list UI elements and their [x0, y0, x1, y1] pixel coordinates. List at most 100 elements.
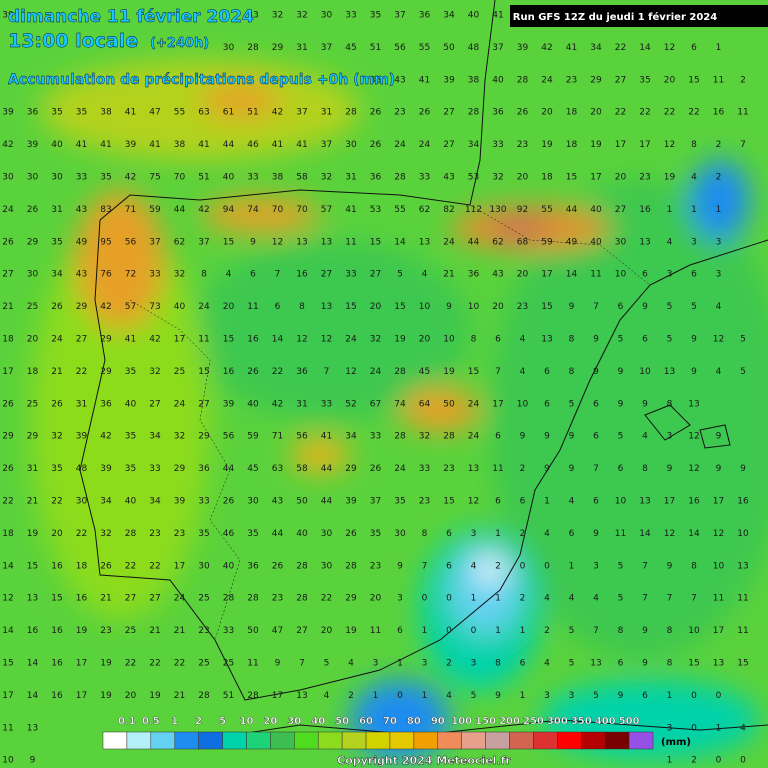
grid-value: 21 [149, 626, 160, 636]
grid-value: 58 [296, 464, 308, 474]
grid-value: 13 [419, 237, 430, 247]
grid-value: 13 [713, 659, 724, 669]
grid-value: 33 [419, 464, 430, 474]
grid-value: 3 [569, 691, 575, 701]
legend-swatch [222, 731, 247, 750]
grid-value: 8 [569, 335, 575, 345]
grid-value: 22 [125, 659, 136, 669]
grid-value: 71 [125, 205, 136, 215]
grid-value: 17 [76, 691, 87, 701]
grid-value: 12 [688, 432, 699, 442]
grid-value: 20 [492, 302, 504, 312]
grid-value: 22 [149, 659, 160, 669]
grid-value: 8 [691, 140, 697, 150]
grid-value: 47 [272, 626, 283, 636]
grid-value: 8 [667, 659, 673, 669]
grid-value: 39 [174, 497, 186, 507]
grid-value: 35 [51, 464, 62, 474]
grid-value: 2 [716, 140, 722, 150]
grid-value: 29 [27, 432, 39, 442]
legend-label: 90 [431, 716, 445, 727]
grid-value: 23 [174, 529, 185, 539]
grid-value: 19 [100, 659, 112, 669]
legend-swatch [174, 731, 199, 750]
grid-value: 26 [223, 497, 235, 507]
grid-value: 15 [394, 302, 405, 312]
grid-value: 19 [664, 173, 676, 183]
grid-value: 52 [345, 399, 356, 409]
grid-value: 25 [27, 399, 38, 409]
grid-value: 23 [370, 561, 381, 571]
grid-value: 31 [296, 399, 307, 409]
grid-value: 42 [272, 399, 283, 409]
grid-value: 1 [495, 626, 501, 636]
grid-value: 35 [125, 464, 136, 474]
grid-value: 15 [345, 302, 356, 312]
grid-value: 15 [223, 335, 234, 345]
grid-value: 6 [642, 335, 648, 345]
grid-value: 22 [272, 367, 283, 377]
grid-value: 15 [541, 302, 552, 312]
legend-swatch [294, 731, 319, 750]
grid-value: 30 [345, 140, 357, 150]
grid-value: 7 [691, 594, 697, 604]
grid-value: 13 [27, 594, 38, 604]
legend-label: 30 [287, 716, 301, 727]
grid-value: 5 [471, 691, 477, 701]
grid-value: 5 [324, 659, 330, 669]
grid-value: 33 [223, 626, 234, 636]
grid-value: 7 [422, 561, 428, 571]
run-box [510, 5, 768, 27]
grid-value: 42 [541, 43, 552, 53]
grid-value: 10 [419, 302, 431, 312]
grid-value: 29 [345, 464, 357, 474]
grid-value: 32 [419, 432, 430, 442]
legend-swatch [533, 731, 558, 750]
legend-label: 150 [475, 716, 496, 727]
grid-value: 55 [419, 43, 430, 53]
grid-value: 35 [125, 432, 136, 442]
grid-value: 22 [174, 659, 185, 669]
grid-value: 30 [394, 529, 406, 539]
grid-value: 0 [716, 756, 722, 766]
grid-value: 43 [394, 75, 405, 85]
grid-value: 0 [691, 691, 697, 701]
grid-value: 2 [716, 173, 722, 183]
grid-value: 43 [76, 205, 87, 215]
grid-value: 4 [593, 594, 599, 604]
grid-value: 35 [51, 237, 62, 247]
run: Run GFS 12Z du jeudi 1 février 2024 [513, 11, 717, 23]
grid-value: 26 [272, 561, 284, 571]
grid-value: 15 [2, 659, 13, 669]
grid-value: 24 [2, 205, 14, 215]
grid-value: 27 [2, 270, 13, 280]
legend-swatch [604, 731, 630, 750]
grid-value: 30 [51, 173, 63, 183]
grid-value: 56 [394, 43, 406, 53]
grid-value: 27 [149, 399, 160, 409]
time: 13:00 locale [8, 30, 138, 52]
grid-value: 26 [51, 399, 63, 409]
grid-value: 8 [691, 561, 697, 571]
grid-value: 31 [321, 108, 332, 118]
grid-value: 25 [27, 302, 38, 312]
grid-value: 39 [345, 497, 357, 507]
grid-value: 25 [198, 659, 209, 669]
grid-value: 29 [2, 432, 14, 442]
grid-value: 9 [642, 659, 648, 669]
grid-value: 4 [691, 173, 697, 183]
grid-value: 28 [345, 108, 357, 118]
grid-value: 9 [397, 561, 403, 571]
grid-value: 31 [345, 173, 356, 183]
grid-value: 62 [419, 205, 430, 215]
grid-value: 41 [198, 140, 209, 150]
grid-value: 61 [223, 108, 234, 118]
grid-value: 51 [370, 43, 381, 53]
grid-value: 0 [520, 561, 526, 571]
grid-value: 36 [100, 399, 112, 409]
grid-value: 36 [492, 108, 504, 118]
grid-value: 24 [370, 367, 382, 377]
grid-value: 13 [27, 723, 38, 733]
legend: 0.1 0.5 1 2 5 10 20 30 40 50 60 70 80 90 100 150 200 250 3… [102, 716, 691, 750]
grid-value: 35 [394, 497, 405, 507]
